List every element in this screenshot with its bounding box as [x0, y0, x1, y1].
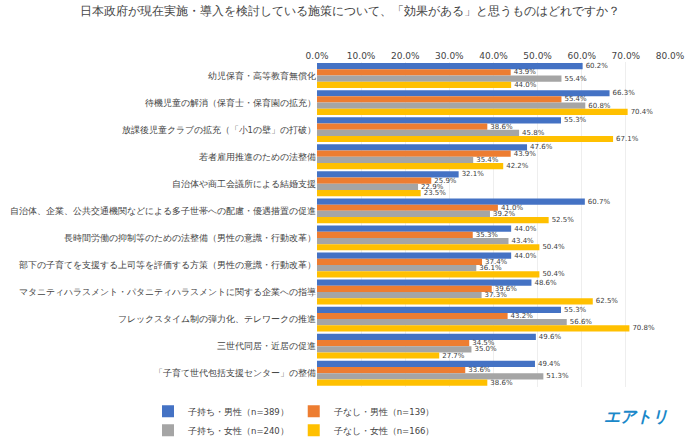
- svg-text:33.6%: 33.6%: [468, 366, 491, 374]
- svg-text:52.5%: 52.5%: [552, 216, 575, 224]
- svg-text:50.0%: 50.0%: [523, 51, 552, 61]
- svg-text:10.0%: 10.0%: [347, 51, 376, 61]
- svg-text:待機児童の解消（保育士・保育園の拡充）: 待機児童の解消（保育士・保育園の拡充）: [145, 98, 316, 108]
- svg-text:子持ち・女性（n=240）: 子持ち・女性（n=240）: [188, 426, 289, 436]
- svg-text:70.8%: 70.8%: [632, 324, 655, 332]
- svg-text:23.5%: 23.5%: [424, 189, 447, 197]
- svg-text:41.0%: 41.0%: [501, 204, 524, 212]
- svg-text:30.0%: 30.0%: [435, 51, 464, 61]
- svg-text:49.4%: 49.4%: [538, 360, 561, 368]
- svg-text:49.6%: 49.6%: [539, 333, 562, 341]
- svg-text:部下の子育てを支援する上司等を評価する方策（男性の意識・行動: 部下の子育てを支援する上司等を評価する方策（男性の意識・行動改革）: [19, 260, 316, 270]
- svg-text:長時間労働の抑制等のための法整備（男性の意識・行動改革）: 長時間労働の抑制等のための法整備（男性の意識・行動改革）: [64, 233, 316, 243]
- svg-text:66.3%: 66.3%: [613, 89, 636, 97]
- svg-text:38.6%: 38.6%: [490, 123, 513, 131]
- svg-text:55.4%: 55.4%: [564, 75, 587, 83]
- svg-text:子なし・男性（n=139）: 子なし・男性（n=139）: [334, 407, 435, 417]
- svg-text:43.9%: 43.9%: [514, 150, 537, 158]
- svg-text:38.6%: 38.6%: [490, 379, 513, 387]
- svg-text:32.1%: 32.1%: [462, 170, 485, 178]
- svg-text:80.0%: 80.0%: [656, 51, 685, 61]
- svg-text:35.4%: 35.4%: [476, 156, 499, 164]
- svg-text:48.6%: 48.6%: [534, 279, 557, 287]
- svg-text:35.3%: 35.3%: [476, 231, 499, 239]
- svg-text:マタニティハラスメント・パタニティハラスメントに関する企業へ: マタニティハラスメント・パタニティハラスメントに関する企業への指導: [19, 287, 316, 297]
- svg-text:55.3%: 55.3%: [564, 306, 587, 314]
- svg-text:22.9%: 22.9%: [421, 183, 444, 191]
- svg-text:67.1%: 67.1%: [616, 135, 639, 143]
- svg-text:35.0%: 35.0%: [474, 345, 497, 353]
- svg-text:50.4%: 50.4%: [542, 270, 565, 278]
- svg-text:43.4%: 43.4%: [512, 237, 535, 245]
- svg-text:44.0%: 44.0%: [514, 252, 537, 260]
- svg-text:子持ち・男性（n=389）: 子持ち・男性（n=389）: [188, 407, 289, 417]
- svg-text:幼児保育・高等教育無償化: 幼児保育・高等教育無償化: [208, 71, 316, 81]
- svg-text:0.0%: 0.0%: [306, 51, 329, 61]
- svg-text:51.3%: 51.3%: [546, 372, 569, 380]
- svg-text:60.7%: 60.7%: [588, 198, 611, 206]
- svg-text:若者雇用推進のための法整備: 若者雇用推進のための法整備: [199, 152, 316, 162]
- svg-text:44.0%: 44.0%: [514, 81, 537, 89]
- svg-text:37.3%: 37.3%: [485, 291, 508, 299]
- svg-text:エアトリ: エアトリ: [604, 407, 668, 426]
- svg-text:自治体、企業、公共交通機関などによる多子世帯への配慮・優遇措: 自治体、企業、公共交通機関などによる多子世帯への配慮・優遇措置の促進: [10, 206, 316, 216]
- svg-text:43.2%: 43.2%: [511, 312, 534, 320]
- svg-text:43.9%: 43.9%: [514, 68, 537, 76]
- svg-text:25.9%: 25.9%: [434, 177, 457, 185]
- svg-text:60.2%: 60.2%: [586, 62, 609, 70]
- svg-text:44.0%: 44.0%: [514, 225, 537, 233]
- svg-text:39.6%: 39.6%: [495, 285, 518, 293]
- svg-text:37.4%: 37.4%: [485, 258, 508, 266]
- svg-text:70.0%: 70.0%: [612, 51, 641, 61]
- svg-text:自治体や商工会議所による結婚支援: 自治体や商工会議所による結婚支援: [172, 179, 316, 189]
- svg-text:55.4%: 55.4%: [564, 95, 587, 103]
- svg-text:56.6%: 56.6%: [570, 318, 593, 326]
- svg-text:27.7%: 27.7%: [442, 352, 465, 360]
- svg-text:三世代同居・近居の促進: 三世代同居・近居の促進: [217, 341, 316, 351]
- svg-text:47.6%: 47.6%: [530, 143, 553, 151]
- svg-text:50.4%: 50.4%: [542, 243, 565, 251]
- svg-text:60.0%: 60.0%: [567, 51, 596, 61]
- svg-text:日本政府が現在実施・導入を検討している施策について、「効果が: 日本政府が現在実施・導入を検討している施策について、「効果がある」と思うものはど…: [80, 4, 620, 18]
- svg-text:子なし・女性（n=166）: 子なし・女性（n=166）: [334, 426, 435, 436]
- svg-text:55.3%: 55.3%: [564, 116, 587, 124]
- svg-text:60.8%: 60.8%: [588, 102, 611, 110]
- svg-text:40.0%: 40.0%: [479, 51, 508, 61]
- svg-text:70.4%: 70.4%: [631, 108, 654, 116]
- svg-text:「子育て世代包括支援センター」の整備: 「子育て世代包括支援センター」の整備: [154, 368, 316, 378]
- svg-text:36.1%: 36.1%: [479, 264, 502, 272]
- svg-text:34.5%: 34.5%: [472, 339, 495, 347]
- svg-text:45.8%: 45.8%: [522, 129, 545, 137]
- svg-text:62.5%: 62.5%: [596, 297, 619, 305]
- svg-text:放課後児童クラブの拡充（「小1の壁」の打破）: 放課後児童クラブの拡充（「小1の壁」の打破）: [122, 125, 316, 135]
- svg-text:39.2%: 39.2%: [493, 210, 516, 218]
- svg-text:20.0%: 20.0%: [391, 51, 420, 61]
- svg-text:フレックスタイム制の弾力化、テレワークの推進: フレックスタイム制の弾力化、テレワークの推進: [118, 314, 316, 324]
- svg-text:42.2%: 42.2%: [506, 162, 529, 170]
